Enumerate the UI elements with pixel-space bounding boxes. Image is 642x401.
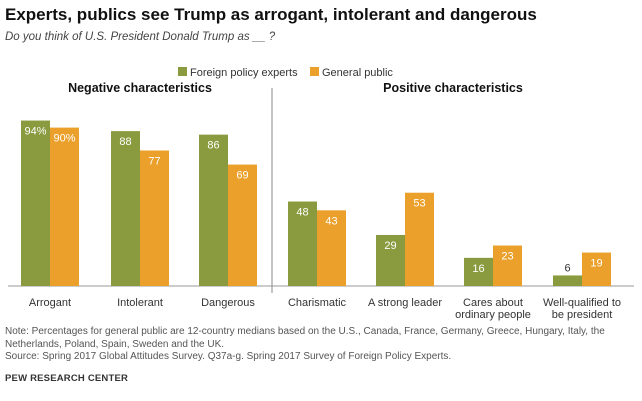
data-label-public-0: 90% <box>53 133 75 145</box>
section-heading-positive: Positive characteristics <box>383 81 523 95</box>
category-label-3: Charismatic <box>288 297 347 309</box>
legend-general-public-swatch <box>310 67 319 76</box>
bar-experts-5 <box>464 257 493 286</box>
data-label-experts-2: 86 <box>207 140 219 152</box>
legend-general-public-label: General public <box>322 67 393 79</box>
bar-experts-3 <box>288 201 317 286</box>
data-label-experts-0: 94% <box>24 126 46 138</box>
data-label-experts-4: 29 <box>384 240 396 252</box>
chart-title: Experts, publics see Trump as arrogant, … <box>5 5 537 24</box>
bar-public-2 <box>228 164 257 286</box>
data-label-experts-5: 16 <box>472 263 484 275</box>
bar-experts-4 <box>376 234 405 286</box>
organization-label: PEW RESEARCH CENTER <box>5 373 129 384</box>
bar-chart: Foreign policy experts General public Nega… <box>8 67 634 321</box>
bar-experts-1 <box>111 131 140 286</box>
data-label-experts-1: 88 <box>119 136 131 148</box>
data-label-experts-3: 48 <box>296 207 308 219</box>
chart-subtitle: Do you think of U.S. President Donald Tr… <box>5 31 276 43</box>
category-label-4: A strong leader <box>368 297 442 309</box>
section-heading-negative: Negative characteristics <box>68 81 212 95</box>
legend-foreign-policy-experts-label: Foreign policy experts <box>190 67 298 79</box>
bar-public-4 <box>405 192 434 286</box>
data-label-public-6: 19 <box>590 258 602 270</box>
data-label-public-2: 69 <box>236 170 248 182</box>
category-label-5-line-1: ordinary people <box>455 309 531 321</box>
data-label-public-3: 43 <box>325 215 337 227</box>
category-label-5-line-0: Cares about <box>463 297 523 309</box>
data-label-public-4: 53 <box>413 198 425 210</box>
bar-public-0 <box>50 127 79 286</box>
data-label-public-5: 23 <box>501 251 513 263</box>
category-label-0: Arrogant <box>29 297 71 309</box>
bar-public-1 <box>140 150 169 286</box>
bar-experts-6 <box>553 275 582 286</box>
category-label-6-line-0: Well-qualified to <box>543 297 621 309</box>
legend-foreign-policy-experts-swatch <box>178 67 187 76</box>
bar-public-3 <box>317 210 346 286</box>
bar-experts-0 <box>21 120 50 286</box>
source-note: Source: Spring 2017 Global Attitudes Sur… <box>5 351 452 362</box>
bar-public-6 <box>582 252 611 286</box>
data-label-public-1: 77 <box>148 155 160 167</box>
category-label-6-line-1: be president <box>552 309 613 321</box>
footnote: Note: Percentages for general public are… <box>5 326 605 350</box>
category-label-2: Dangerous <box>201 297 255 309</box>
data-label-experts-6: 6 <box>564 262 570 274</box>
bar-experts-2 <box>199 134 228 286</box>
category-label-1: Intolerant <box>117 297 163 309</box>
bar-public-5 <box>493 245 522 286</box>
